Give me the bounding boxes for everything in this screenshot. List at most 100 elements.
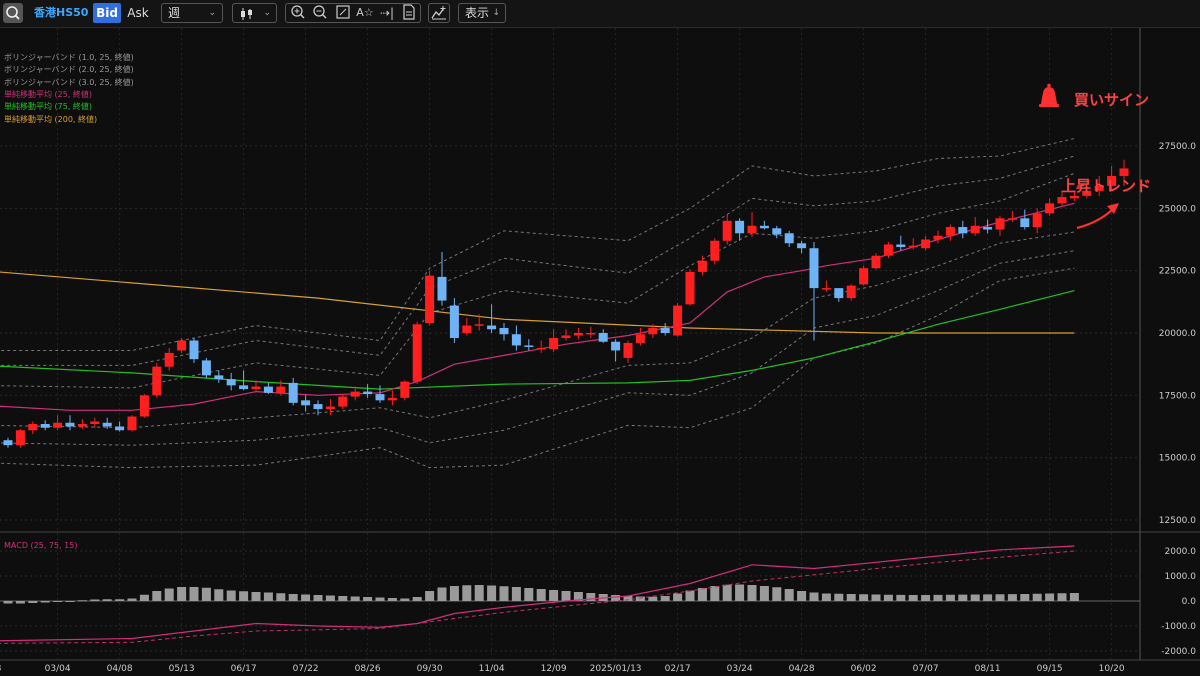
candle — [635, 328, 645, 346]
price-tick-label: 22500.0 — [1159, 267, 1196, 277]
candle-body — [983, 227, 993, 230]
macd-histogram-bar — [983, 594, 993, 601]
macd-histogram-bar — [499, 586, 509, 601]
document-icon[interactable] — [400, 4, 418, 22]
legend-item[interactable]: ボリンジャーバンド (2.0, 25, 終値) — [4, 65, 134, 75]
candle-body — [834, 288, 844, 299]
jump-to-latest-icon[interactable]: ⇢| — [379, 6, 395, 20]
macd-histogram-bar — [102, 599, 112, 601]
macd-histogram-bar — [164, 588, 174, 601]
candle — [710, 238, 720, 265]
candle-body — [1057, 197, 1067, 204]
chart-type-select[interactable]: ⌄ — [232, 3, 277, 23]
price-chart[interactable]: 12500.0 15000.0 17500.0 20000.0 22500.0 25000… — [0, 28, 1200, 676]
candle-body — [15, 430, 25, 446]
macd-histogram-bar — [449, 586, 459, 601]
candle — [883, 241, 893, 259]
add-indicator-button[interactable] — [428, 3, 450, 23]
candle-body — [759, 225, 769, 229]
candle-body — [425, 275, 435, 324]
macd-histogram-bar — [400, 598, 410, 601]
macd-histogram-bar — [1045, 593, 1055, 601]
axes: 12500.0 15000.0 17500.0 20000.0 22500.0 25000… — [0, 142, 1196, 674]
time-tick-label: 11/04 — [479, 664, 505, 674]
candle — [611, 339, 621, 362]
period-value: 週 — [168, 6, 181, 20]
zoom-in-icon[interactable] — [289, 4, 307, 22]
macd-histogram-bar — [1069, 593, 1079, 601]
time-tick-label: 2025/01/13 — [590, 664, 642, 674]
candle-body — [871, 255, 881, 269]
bell-body — [1041, 87, 1057, 104]
bell-knob — [1047, 83, 1051, 88]
symbol-label[interactable]: 香港HS50 — [34, 6, 89, 19]
candle — [623, 340, 633, 363]
candle — [400, 380, 410, 401]
candle — [648, 324, 658, 338]
period-select[interactable]: 週 ⌄ — [161, 3, 223, 23]
candle-body — [573, 333, 583, 336]
candle-body — [462, 325, 472, 333]
candle-body — [1032, 213, 1042, 228]
candle — [983, 219, 993, 234]
bollinger-lower-1 — [0, 231, 1075, 429]
macd-histogram-bar — [28, 601, 38, 603]
candle-body — [375, 394, 385, 401]
candle-body — [784, 233, 794, 244]
macd-histogram-bar — [1007, 594, 1017, 601]
candle-body — [524, 345, 534, 347]
candle — [288, 377, 298, 406]
zoom-out-icon[interactable] — [311, 4, 329, 22]
macd-histogram-bar — [747, 585, 757, 601]
display-menu-button[interactable]: 表示 ↓ — [458, 3, 506, 23]
arrow-shaft — [1076, 207, 1115, 230]
macd-histogram-bar — [958, 594, 968, 601]
macd-histogram-bar — [90, 599, 100, 601]
ask-button[interactable]: Ask — [127, 6, 149, 20]
legend-item[interactable]: ボリンジャーバンド (3.0, 25, 終値) — [4, 77, 134, 87]
candle-body — [499, 328, 509, 335]
candle-body — [511, 334, 521, 346]
search-icon[interactable] — [3, 3, 23, 23]
candle — [834, 288, 844, 302]
candle-body — [747, 225, 757, 234]
macd-histogram-bar — [201, 587, 211, 601]
candle — [1045, 198, 1055, 216]
candle — [363, 384, 373, 398]
draw-tool-icon[interactable]: A☆ — [356, 6, 374, 19]
legend-item[interactable]: ボリンジャーバンド (1.0, 25, 終値) — [4, 53, 134, 62]
macd-histogram-bar — [214, 589, 224, 601]
candle-body — [412, 324, 422, 382]
candle — [1020, 209, 1030, 230]
time-tick-label: 02/17 — [665, 664, 691, 674]
candle-body — [710, 240, 720, 261]
candle-body — [735, 220, 745, 234]
macd-histogram-bar — [933, 594, 943, 601]
candle — [722, 214, 732, 245]
legend-item[interactable]: 単純移動平均 (25, 終値) — [4, 89, 93, 99]
candle-body — [549, 337, 559, 350]
display-label: 表示 — [465, 6, 490, 20]
fit-screen-icon[interactable] — [334, 4, 352, 22]
macd-histogram-bar — [561, 591, 571, 601]
candle-body — [251, 386, 261, 390]
candle-body — [53, 422, 63, 428]
candle — [573, 328, 583, 340]
chart-area[interactable]: 12500.0 15000.0 17500.0 20000.0 22500.0 25000… — [0, 28, 1200, 676]
time-tick-label: 09/15 — [1037, 664, 1063, 674]
time-tick-label: 07/07 — [913, 664, 939, 674]
candle — [1032, 208, 1042, 234]
candle — [152, 362, 162, 398]
bid-button[interactable]: Bid — [93, 3, 121, 23]
macd-histogram-bar — [710, 586, 720, 601]
candle-body — [3, 440, 13, 446]
candle — [561, 329, 571, 341]
candle-body — [1082, 190, 1092, 196]
candle — [846, 284, 856, 301]
legend-item[interactable]: 単純移動平均 (200, 終値) — [4, 114, 98, 124]
candle-body — [214, 375, 224, 380]
candle — [350, 386, 360, 401]
candle — [263, 382, 273, 395]
legend-item[interactable]: 単純移動平均 (75, 終値) — [4, 102, 93, 112]
candle — [301, 395, 311, 412]
